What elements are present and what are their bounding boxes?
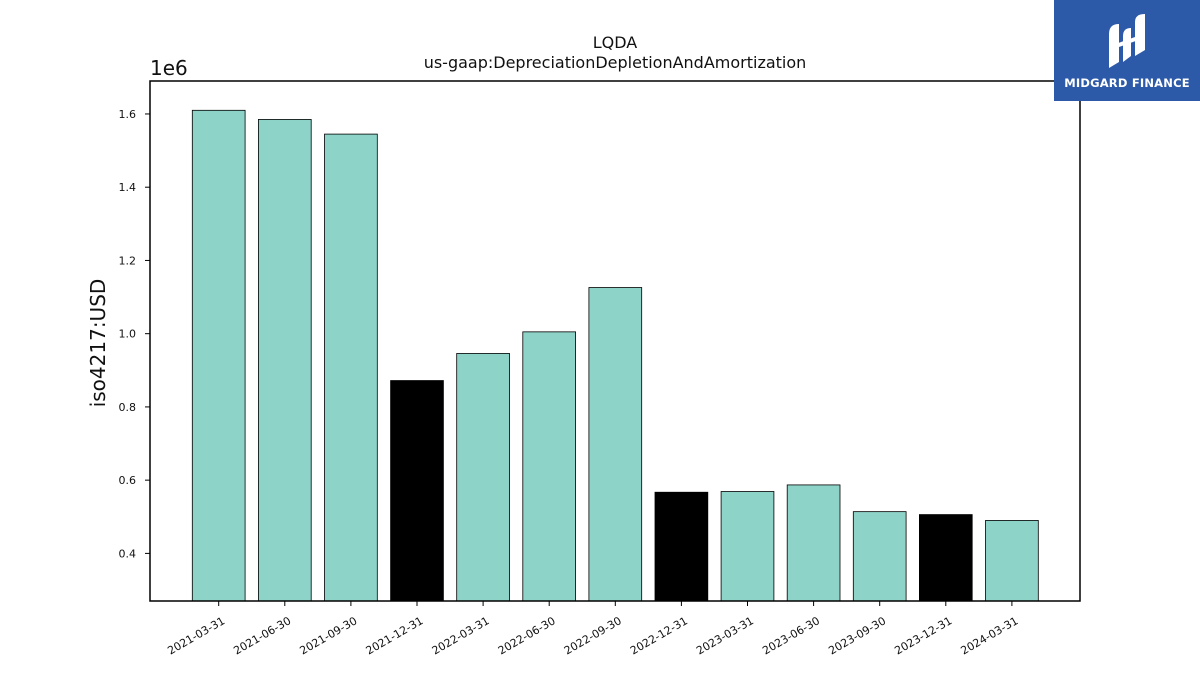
y-axis-ticks: 0.4 0.6 0.8 1.0 1.2 1.4 1.6 — [119, 108, 150, 560]
y-axis-label: iso4217:USD — [86, 279, 110, 408]
y-tick-label: 0.6 — [119, 474, 137, 487]
x-tick-label: 2023-03-31 — [694, 614, 756, 657]
bar-2022-09-30 — [588, 287, 643, 602]
bar-2023-03-31 — [720, 491, 775, 602]
y-tick-label: 0.8 — [119, 401, 137, 414]
y-tick-label: 1.0 — [119, 328, 137, 341]
y-axis-scale-label: 1e6 — [150, 56, 188, 80]
x-tick-label: 2022-06-30 — [496, 614, 558, 657]
bar-2023-09-30 — [852, 511, 907, 602]
y-tick-label: 1.6 — [119, 108, 137, 121]
y-tick-label: 1.4 — [119, 181, 137, 194]
x-tick-label: 2022-03-31 — [430, 614, 492, 657]
bar-2021-09-30 — [324, 133, 378, 602]
bar-2023-06-30 — [786, 484, 841, 602]
plot-area-frame — [149, 80, 1081, 602]
chart-subtitle: us-gaap:DepreciationDepletionAndAmortiza… — [424, 53, 807, 72]
x-tick-label: 2023-06-30 — [760, 614, 822, 657]
bar-2021-03-31 — [191, 109, 246, 602]
midgard-logo-icon — [1109, 13, 1145, 68]
bar-2022-12-31 — [654, 491, 709, 602]
y-tick-label: 0.4 — [119, 547, 137, 560]
x-tick-label: 2021-12-31 — [364, 614, 426, 657]
bars-group — [191, 109, 1039, 602]
x-axis-ticks: 2021-03-31 2021-06-30 2021-09-30 2021-12-31… — [165, 601, 1020, 657]
bar-2022-03-31 — [456, 353, 510, 602]
x-tick-label: 2022-12-31 — [628, 614, 690, 657]
bar-2021-12-31 — [390, 380, 444, 602]
bar-2024-03-31 — [985, 520, 1039, 602]
bar-2021-06-30 — [257, 119, 312, 602]
logo-brand-name: MIDGARD FINANCE — [1064, 75, 1190, 90]
x-tick-label: 2024-03-31 — [959, 614, 1021, 657]
x-tick-label: 2021-03-31 — [165, 614, 227, 657]
x-tick-label: 2022-09-30 — [562, 614, 624, 657]
y-tick-label: 1.2 — [119, 254, 137, 267]
x-tick-label: 2023-09-30 — [826, 614, 888, 657]
x-tick-label: 2021-09-30 — [298, 614, 360, 657]
chart-title: LQDA — [593, 33, 638, 52]
x-tick-label: 2021-06-30 — [231, 614, 293, 657]
brand-logo: MIDGARD FINANCE — [1054, 0, 1200, 101]
x-tick-label: 2023-12-31 — [892, 614, 954, 657]
bar-2022-06-30 — [522, 331, 576, 602]
bar-2023-12-31 — [919, 514, 973, 602]
